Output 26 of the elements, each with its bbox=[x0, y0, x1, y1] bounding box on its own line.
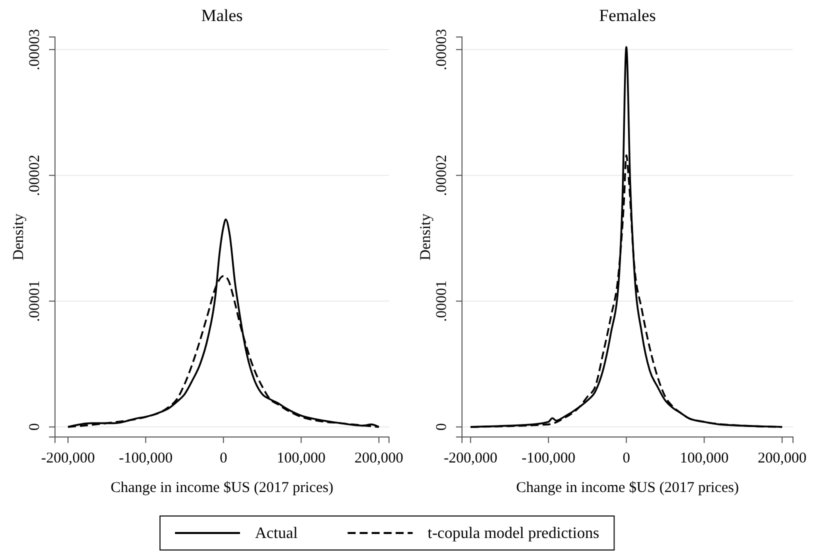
x-axis-title: Change in income $US (2017 prices) bbox=[516, 480, 739, 496]
y-tick-label: 0 bbox=[27, 423, 43, 431]
x-tick-label: -200,000 bbox=[41, 450, 95, 466]
y-tick-label: .00002 bbox=[27, 154, 43, 196]
legend-label: Actual bbox=[255, 525, 298, 542]
x-tick-label: 0 bbox=[220, 450, 228, 466]
legend-label: t-copula model predictions bbox=[428, 525, 600, 542]
y-tick-label: .00001 bbox=[27, 280, 43, 322]
x-tick-label: 200,000 bbox=[354, 450, 404, 466]
chart-title: Males bbox=[201, 6, 243, 25]
x-tick-label: 0 bbox=[622, 450, 630, 466]
y-tick-label: .00003 bbox=[27, 28, 43, 70]
y-axis-title: Density bbox=[418, 213, 434, 260]
x-tick-label: 200,000 bbox=[758, 450, 806, 466]
y-tick-label: .00001 bbox=[434, 280, 450, 322]
x-tick-label: -200,000 bbox=[444, 450, 498, 466]
y-axis-title: Density bbox=[11, 213, 27, 260]
x-axis-title: Change in income $US (2017 prices) bbox=[110, 480, 334, 496]
x-tick-label: -100,000 bbox=[522, 450, 576, 466]
y-tick-label: 0 bbox=[434, 423, 450, 431]
x-tick-label: 100,000 bbox=[276, 450, 326, 466]
y-tick-label: .00002 bbox=[434, 154, 450, 196]
y-tick-label: .00003 bbox=[434, 28, 450, 70]
x-tick-label: 100,000 bbox=[680, 450, 729, 466]
chart-title: Females bbox=[599, 6, 656, 25]
x-tick-label: -100,000 bbox=[118, 450, 173, 466]
